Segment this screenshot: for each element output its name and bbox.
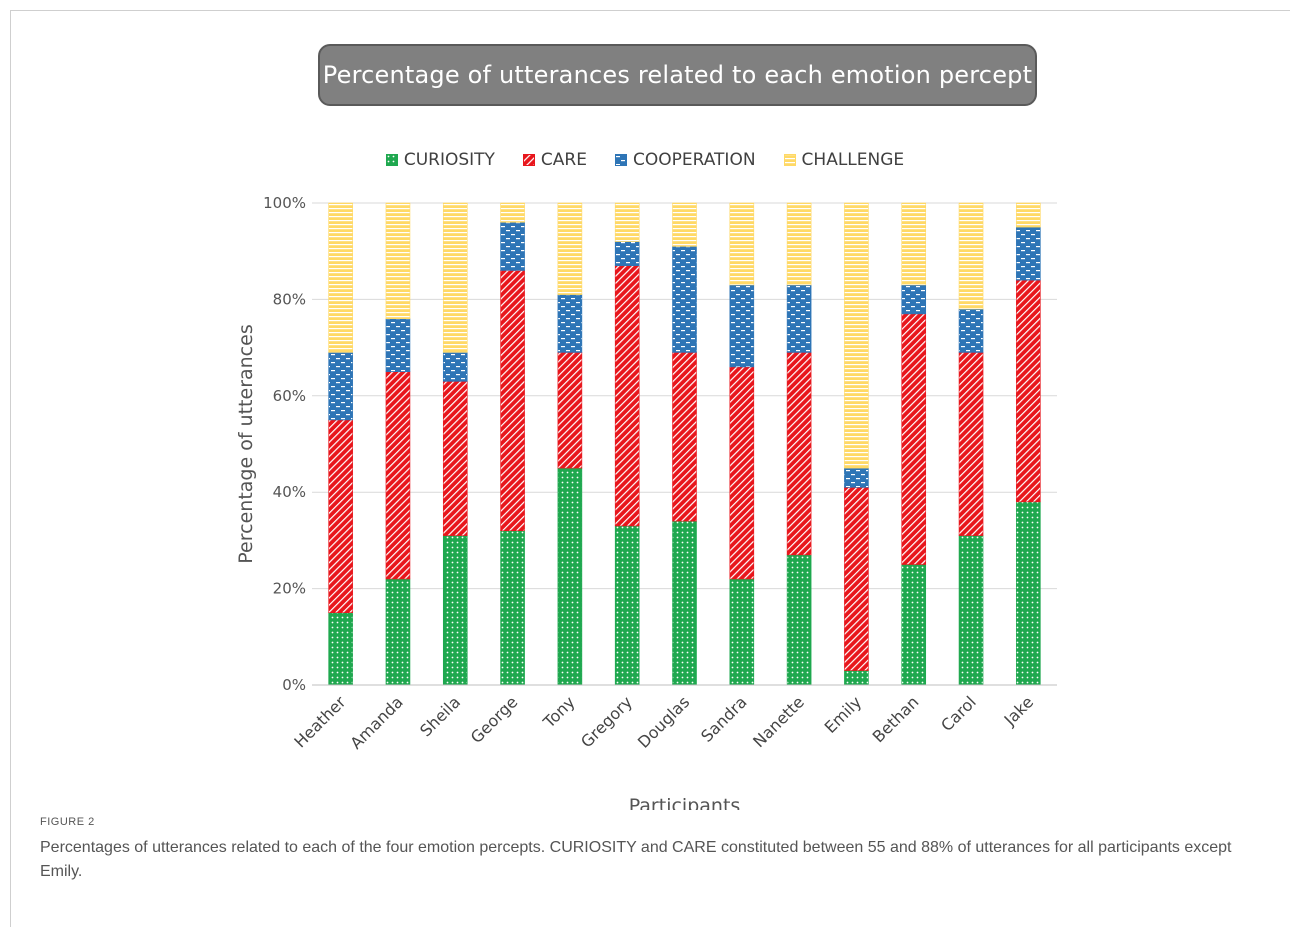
bar-cooperation-sheila [442, 352, 468, 382]
bar-care-george [500, 270, 525, 532]
legend-item-curiosity: CURIOSITY [385, 150, 495, 170]
legend-item-challenge: CHALLENGE [783, 150, 905, 170]
legend-label: COOPERATION [632, 150, 756, 170]
x-axis-title: Participants [629, 795, 741, 810]
bar-curiosity-heather [328, 612, 353, 686]
chart-title: Percentage of utterances related to each… [322, 61, 1033, 89]
bar-care-heather [328, 419, 353, 613]
x-tick-label: Sheila [416, 692, 464, 740]
bar-care-douglas [672, 352, 697, 522]
x-tick-label: Bethan [869, 692, 923, 746]
bar-challenge-sandra [729, 202, 755, 286]
bar-curiosity-carol [958, 535, 984, 686]
bar-curiosity-amanda [385, 578, 411, 686]
bar-cooperation-amanda [385, 318, 411, 372]
frame-left-border [10, 10, 11, 927]
bar-cooperation-emily [844, 467, 869, 488]
legend-swatch-cooperation [614, 154, 627, 166]
bar-curiosity-nanette [786, 554, 812, 686]
chart-legend: CURIOSITY CARE COOPERATION CHALLENGE [0, 150, 1290, 170]
bar-challenge-amanda [385, 202, 411, 319]
bar-cooperation-carol [958, 308, 984, 353]
bar-challenge-carol [958, 202, 984, 310]
frame-top-border [10, 10, 1290, 11]
y-tick-label: 20% [273, 580, 306, 598]
bar-cooperation-sandra [729, 284, 755, 368]
x-tick-label: George [467, 692, 522, 747]
bar-cooperation-nanette [786, 284, 812, 353]
legend-item-care: CARE [522, 150, 587, 170]
x-tick-label: Nanette [749, 692, 808, 751]
bar-cooperation-gregory [614, 241, 640, 266]
bar-curiosity-jake [1016, 501, 1041, 686]
legend-label: CARE [540, 150, 587, 170]
x-tick-label: Heather [290, 692, 349, 751]
bar-curiosity-bethan [901, 564, 927, 686]
bar-challenge-douglas [672, 202, 697, 247]
x-tick-label: Gregory [577, 692, 636, 751]
legend-swatch-care [522, 154, 535, 166]
figure-label: FIGURE 2 [40, 816, 95, 828]
bar-challenge-jake [1016, 202, 1041, 228]
bar-cooperation-jake [1016, 226, 1041, 281]
y-tick-label: 100% [263, 194, 306, 212]
bar-curiosity-sheila [442, 535, 468, 686]
chart-title-box: Percentage of utterances related to each… [318, 44, 1037, 106]
bar-curiosity-george [500, 530, 525, 686]
legend-swatch-curiosity [385, 154, 398, 166]
bar-challenge-sheila [442, 202, 468, 353]
figure-caption: Percentages of utterances related to eac… [40, 839, 1232, 880]
y-axis-title: Percentage of utterances [235, 324, 257, 563]
x-tick-label: Jake [1000, 692, 1038, 730]
legend-label: CURIOSITY [403, 150, 495, 170]
y-tick-label: 60% [273, 387, 306, 405]
bar-cooperation-tony [557, 294, 583, 353]
x-tick-label: Carol [937, 692, 980, 735]
bar-curiosity-douglas [672, 520, 697, 686]
x-tick-label: Sandra [697, 692, 750, 745]
bar-curiosity-gregory [614, 525, 640, 686]
bar-challenge-gregory [614, 202, 640, 242]
bar-care-amanda [385, 371, 411, 580]
bar-care-bethan [901, 313, 927, 565]
bar-care-tony [557, 352, 583, 469]
bar-care-emily [844, 487, 869, 671]
bar-challenge-tony [557, 202, 583, 295]
bar-cooperation-heather [328, 352, 353, 421]
bar-challenge-george [500, 202, 525, 223]
bars [328, 202, 1041, 686]
bar-cooperation-george [500, 221, 525, 271]
bar-challenge-emily [844, 202, 869, 469]
bar-cooperation-douglas [672, 246, 697, 353]
bar-cooperation-bethan [901, 284, 927, 315]
legend-swatch-challenge [783, 154, 796, 166]
y-tick-label: 40% [273, 483, 306, 501]
x-tick-label: Tony [539, 692, 579, 732]
x-tick-label: Emily [821, 692, 866, 737]
bar-care-carol [958, 352, 984, 536]
bar-care-sandra [729, 366, 755, 580]
bar-care-gregory [614, 265, 640, 527]
legend-label: CHALLENGE [801, 150, 905, 170]
legend-items: CURIOSITY CARE COOPERATION CHALLENGE [385, 150, 905, 170]
bar-curiosity-sandra [729, 578, 755, 686]
bar-care-jake [1016, 279, 1041, 503]
x-tick-label: Douglas [634, 692, 693, 751]
bar-challenge-nanette [786, 202, 812, 286]
bar-curiosity-tony [557, 467, 583, 686]
x-tick-label: Amanda [346, 692, 406, 752]
bar-challenge-heather [328, 202, 353, 353]
bar-care-nanette [786, 352, 812, 556]
bar-challenge-bethan [901, 202, 927, 286]
bar-care-sheila [442, 381, 468, 536]
legend-item-cooperation: COOPERATION [614, 150, 756, 170]
y-tick-label: 0% [282, 676, 306, 694]
y-tick-label: 80% [273, 290, 306, 308]
bar-curiosity-emily [844, 670, 869, 686]
